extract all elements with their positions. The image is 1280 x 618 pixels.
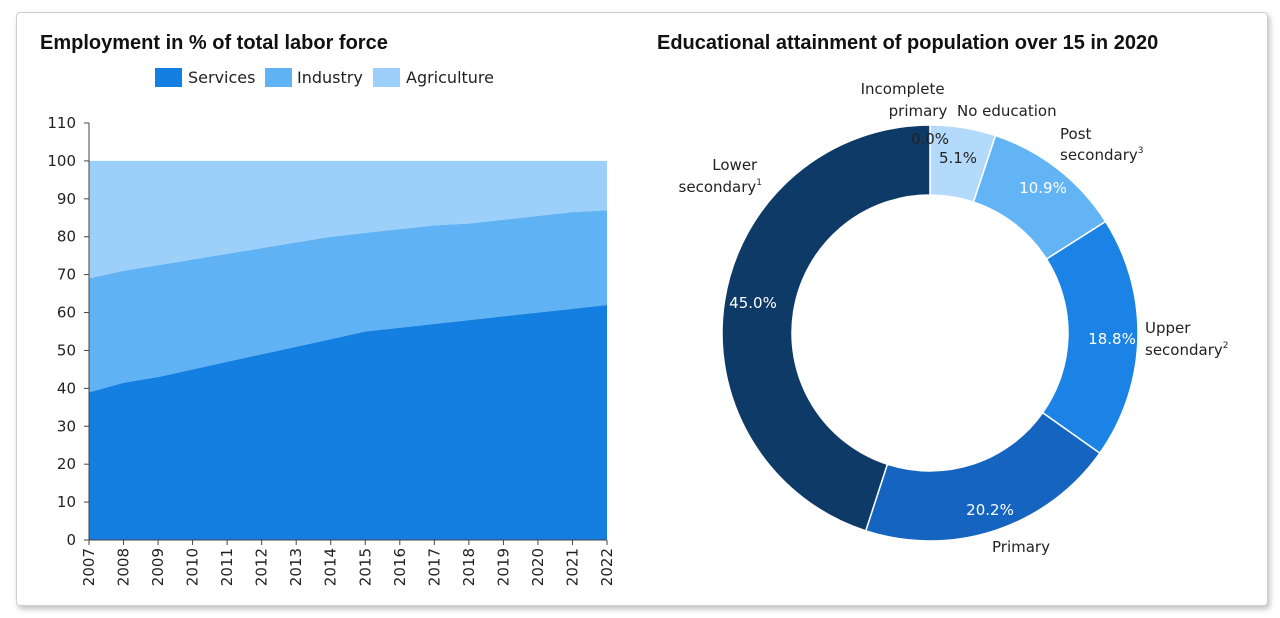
x-tick-label: 2022 [598,548,616,586]
legend-label-services: Services [188,68,255,87]
donut-slice-primary [864,411,1101,542]
area-industry [89,210,607,393]
y-tick-label: 90 [57,190,76,208]
y-tick-label: 30 [57,417,76,435]
y-tick-label: 100 [47,152,76,170]
value-label-incomplete-primary: 0.0% [911,130,949,148]
legend-swatch-services [155,68,182,87]
employment-chart-title: Employment in % of total labor force [40,32,388,54]
value-label-upper-secondary: 18.8% [1088,330,1136,348]
slice-label-primary: Primary [992,538,1050,556]
x-tick-label: 2009 [149,548,167,586]
y-tick-label: 80 [57,228,76,246]
y-axis-ticks: 0 10 20 30 40 50 60 70 80 90 100 110 [47,114,89,549]
slice-label-upper-secondary: Upper secondary2 [1145,319,1228,359]
x-tick-label: 2021 [564,548,582,586]
x-tick-label: 2012 [253,548,271,586]
x-tick-label: 2018 [460,548,478,586]
employment-legend: Services Industry Agriculture [155,68,494,87]
x-tick-label: 2017 [425,548,443,586]
x-tick-label: 2010 [184,548,202,586]
legend-label-industry: Industry [297,68,363,87]
education-donut [721,124,1139,542]
slice-label-no-education: No education [957,102,1057,120]
x-tick-label: 2016 [391,548,409,586]
area-layers [89,160,607,540]
slice-label-incomplete-primary: Incomplete primary [861,80,950,120]
legend-swatch-agriculture [373,68,400,87]
area-services [89,305,607,540]
y-tick-label: 60 [57,304,76,322]
x-tick-label: 2014 [322,548,340,586]
slice-labels: Incomplete primary 0.0% No education 5.1… [679,80,1229,556]
y-tick-label: 40 [57,379,76,397]
x-tick-label: 2015 [356,548,374,586]
education-chart: Educational attainment of population ove… [657,32,1228,556]
x-tick-label: 2020 [529,548,547,586]
y-tick-label: 0 [66,531,76,549]
y-tick-label: 10 [57,493,76,511]
slice-label-post-secondary: Post secondary3 [1060,125,1143,164]
x-tick-label: 2013 [287,548,305,586]
y-tick-label: 70 [57,266,76,284]
value-label-primary: 20.2% [966,501,1014,519]
slice-label-lower-secondary: Lower secondary1 [679,156,762,196]
employment-chart: Employment in % of total labor force Ser… [40,32,616,586]
education-chart-title: Educational attainment of population ove… [657,32,1158,54]
x-tick-label: 2008 [115,548,133,586]
value-label-post-secondary: 10.9% [1019,179,1067,197]
y-tick-label: 50 [57,341,76,359]
y-tick-label: 110 [47,114,76,132]
area-agriculture [89,160,607,279]
donut-slice-lower-secondary [721,124,931,532]
x-axis-ticks: 2007 2008 2009 2010 2011 2012 2013 2014 2015 2016… [80,540,616,586]
legend-swatch-industry [265,68,292,87]
x-tick-label: 2011 [218,548,236,586]
y-tick-label: 20 [57,455,76,473]
legend-label-agriculture: Agriculture [406,68,494,87]
value-label-no-education: 5.1% [939,149,977,167]
value-label-lower-secondary: 45.0% [729,294,777,312]
x-tick-label: 2019 [494,548,512,586]
x-tick-label: 2007 [80,548,98,586]
